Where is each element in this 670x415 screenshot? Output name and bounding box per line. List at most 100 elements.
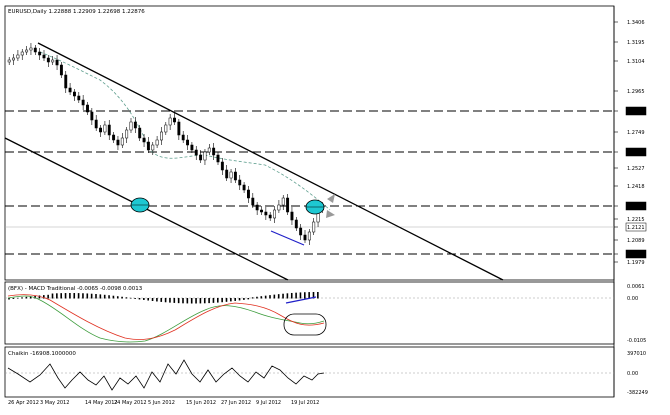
date-label: 27 Jun 2012 <box>221 400 251 406</box>
candle-body <box>146 141 150 151</box>
candle-body <box>177 121 181 136</box>
candle-body <box>173 117 176 123</box>
candle-body <box>238 179 242 186</box>
candle-body <box>299 227 303 236</box>
channel-upper-line <box>37 42 504 281</box>
candle-body <box>203 151 207 161</box>
candle-body <box>38 51 42 56</box>
price-label: 1.2121 <box>627 225 645 231</box>
candle-body <box>307 231 311 241</box>
candle-body <box>290 211 294 221</box>
chaikin-scale-bottom: -382249 <box>627 390 648 396</box>
candle-body <box>86 104 89 113</box>
candle-body <box>59 64 63 76</box>
price-label-highlight <box>625 201 647 211</box>
candle-body <box>312 221 316 233</box>
candle-body <box>64 74 68 89</box>
date-label: 26 Apr 2012 <box>8 400 39 406</box>
chaikin-scale-zero: 0.00 <box>627 371 638 377</box>
date-label: 9 Jul 2012 <box>256 400 281 406</box>
candle-body <box>229 171 233 179</box>
candle-body <box>216 154 220 163</box>
price-label: 1.1979 <box>627 260 645 266</box>
price-label: 1.3195 <box>627 40 645 46</box>
candle-body <box>225 169 229 179</box>
candle-body <box>273 209 277 219</box>
macd-highlight-oval <box>283 313 327 336</box>
candle-body <box>46 57 50 63</box>
candle-body <box>255 204 259 211</box>
candle-body <box>55 59 59 66</box>
date-label: 19 Jul 2012 <box>291 400 319 406</box>
candle-body <box>125 129 129 139</box>
candle-body <box>94 119 98 129</box>
candle-body <box>277 204 281 211</box>
candle-body <box>7 59 11 63</box>
candle-body <box>151 144 155 151</box>
date-label: 15 Jun 2012 <box>186 400 216 406</box>
candle-body <box>281 197 285 206</box>
candle-body <box>29 47 33 51</box>
price-label: 1.3104 <box>627 59 645 65</box>
chaikin-scale-top: 397010 <box>627 351 646 357</box>
candle-body <box>260 209 263 213</box>
date-label: 14 May 2012 <box>85 400 118 406</box>
price-label: 1.2418 <box>627 184 645 190</box>
price-label: 1.2527 <box>627 166 645 172</box>
candle-body <box>264 211 268 216</box>
down-arrow-icon <box>326 210 335 218</box>
candle-body <box>199 154 203 161</box>
candle-body <box>303 234 307 241</box>
candle-body <box>16 54 20 59</box>
divergence-line-price <box>270 230 305 246</box>
price-label-current <box>625 222 647 232</box>
candle-body <box>81 99 85 106</box>
candle-body <box>99 127 102 133</box>
macd-histogram <box>8 292 319 304</box>
chaikin-line <box>7 359 325 391</box>
candle-body <box>107 124 111 136</box>
macd-scale-bottom: -0.0105 <box>627 338 646 344</box>
candle-body <box>12 57 16 61</box>
candle-body <box>116 139 120 146</box>
price-label: 1.2913 <box>627 109 645 115</box>
candle-body <box>20 51 24 56</box>
divergence-line-macd <box>285 296 317 304</box>
macd-scale-zero: 0.00 <box>627 296 638 302</box>
candle-body <box>194 149 198 156</box>
candle-body <box>73 91 76 97</box>
price-label-highlight <box>625 249 647 259</box>
candle-body <box>233 171 237 181</box>
candle-body <box>190 144 194 151</box>
candle-body <box>168 117 172 126</box>
price-label: 1.2749 <box>627 130 645 136</box>
candle-body <box>160 131 163 141</box>
candle-body <box>181 134 185 141</box>
up-arrow-icon <box>327 194 335 203</box>
macd-signal-line <box>7 294 325 340</box>
candle-body <box>112 134 116 141</box>
candle-body <box>220 161 224 171</box>
macd-scale-top: 0.0061 <box>627 284 645 290</box>
candle-body <box>103 124 107 133</box>
candle-body <box>142 137 146 143</box>
candle-body <box>129 121 133 131</box>
price-scale: 1.3406 1.3195 1.3104 1.2965 1.2913 1.2749 1.26… <box>614 20 647 266</box>
candle-body <box>212 147 216 156</box>
price-label: 1.2089 <box>627 238 645 244</box>
macd-pane-header: (BFX) - MACD Traditional -0.0065 -0.0098… <box>8 286 143 292</box>
candle-body <box>25 49 29 53</box>
candle-body <box>68 87 72 93</box>
candle-body <box>77 95 81 101</box>
main-pane-header: EURUSD,Daily 1.22888 1.22909 1.22698 1.2… <box>8 9 145 15</box>
candle-body <box>33 47 37 53</box>
candle-body <box>155 139 159 146</box>
candle-body <box>207 147 211 153</box>
price-candles <box>7 43 324 245</box>
chaikin-pane[interactable] <box>4 346 615 398</box>
price-label: 1.2215 <box>627 217 645 223</box>
candle-body <box>242 184 246 191</box>
candle-body <box>251 197 255 206</box>
